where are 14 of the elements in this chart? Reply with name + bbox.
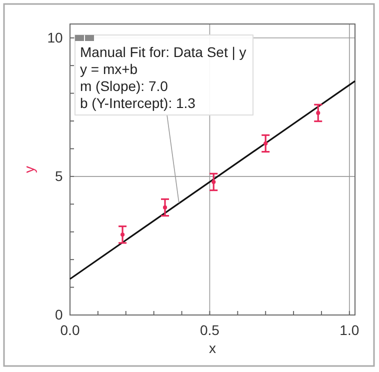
y-tick-label: 0 [55, 306, 64, 322]
point [120, 232, 125, 237]
point [264, 141, 268, 146]
point [316, 110, 320, 115]
x-axis-title: x [209, 340, 216, 356]
x-tick-label: 0.0 [60, 322, 80, 338]
y-tick-label: 10 [47, 29, 64, 46]
y-axis-title: y [21, 166, 37, 173]
point [162, 205, 168, 210]
x-tick-label: 1.0 [340, 322, 360, 338]
annotation: Manual Fit for: Data Set | y y = mx+b m (Slope): 7.0 b (Y-Intercept): 1.3 [80, 44, 246, 111]
x-tick-label: 0.5 [200, 322, 220, 338]
point [212, 180, 216, 184]
y-tick-label: 5 [55, 168, 64, 184]
